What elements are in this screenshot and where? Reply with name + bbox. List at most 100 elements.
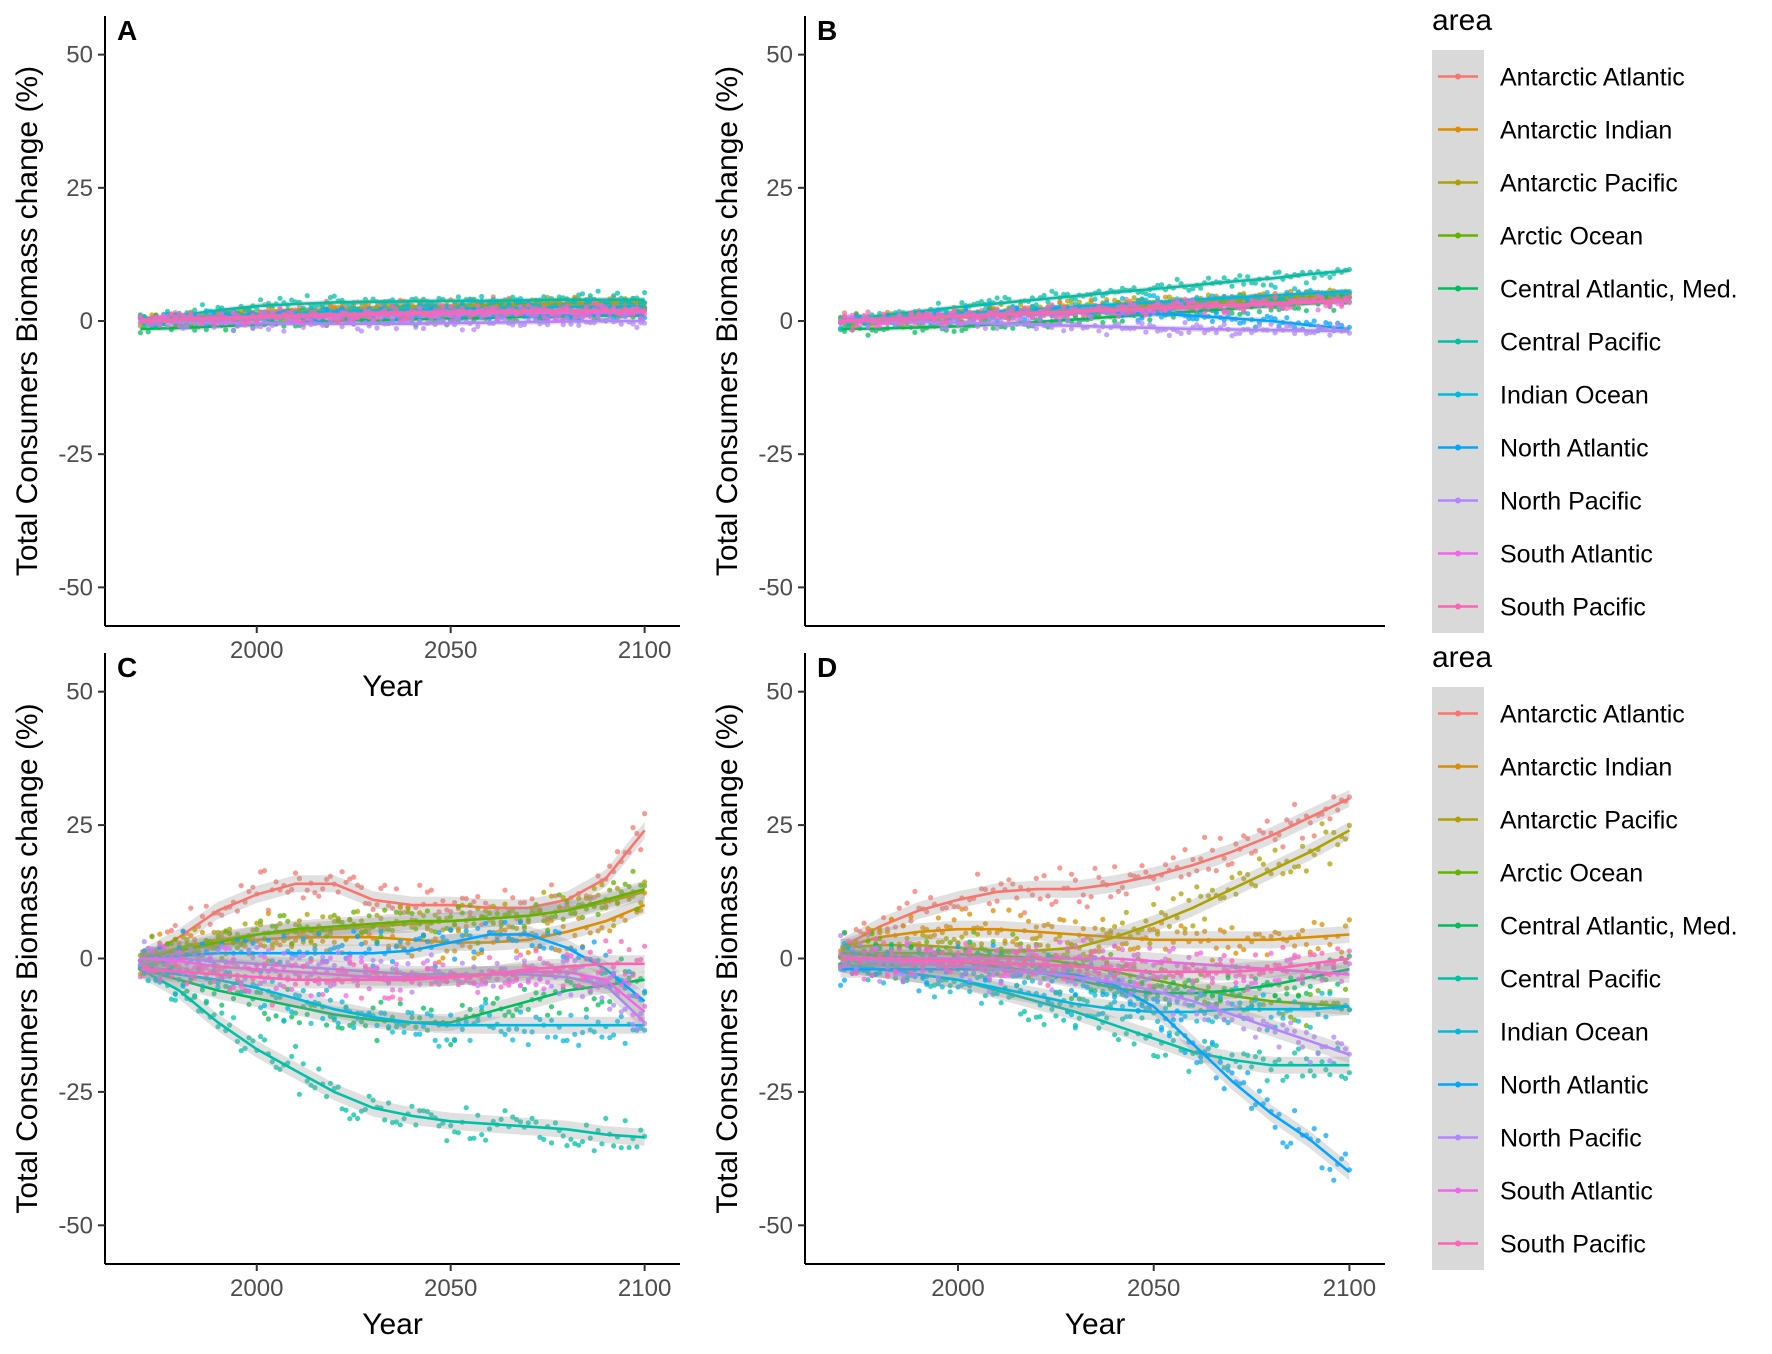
data-point: [192, 307, 198, 313]
data-point: [1170, 855, 1176, 861]
data-point: [642, 943, 648, 949]
data-point: [196, 313, 202, 319]
data-point: [517, 1009, 524, 1015]
data-point: [1299, 835, 1306, 841]
data-point: [1241, 281, 1247, 287]
data-point: [289, 963, 295, 969]
data-point: [861, 920, 867, 926]
data-point: [1131, 295, 1137, 301]
data-point: [184, 980, 190, 987]
data-point: [172, 997, 178, 1003]
data-point: [475, 323, 481, 329]
data-point: [378, 934, 384, 940]
data-point: [548, 1140, 555, 1146]
data-point: [265, 937, 271, 943]
data-point: [959, 906, 965, 912]
y-tick-label: -50: [758, 574, 793, 601]
data-point: [1119, 318, 1125, 324]
data-point: [1194, 884, 1200, 890]
data-point: [351, 314, 357, 320]
data-point: [261, 1037, 268, 1043]
data-point: [382, 882, 388, 889]
data-point: [912, 888, 918, 895]
data-point: [440, 304, 446, 310]
data-point: [498, 301, 504, 307]
data-point: [622, 313, 628, 320]
data-point: [642, 290, 648, 296]
data-point: [320, 1015, 326, 1022]
data-point: [494, 315, 500, 321]
data-point: [1233, 950, 1239, 956]
data-point: [865, 332, 871, 338]
data-point: [1092, 865, 1098, 871]
data-point: [1292, 286, 1298, 292]
data-point: [203, 903, 209, 909]
data-point: [1182, 847, 1188, 853]
series-south-pacific: [137, 300, 648, 326]
y-axis-title: Total Consumers Biomass change (%): [11, 703, 44, 1213]
data-point: [1155, 295, 1161, 301]
data-point: [289, 1009, 295, 1015]
data-point: [1057, 865, 1063, 871]
data-point: [420, 1005, 427, 1011]
data-point: [568, 321, 574, 327]
y-tick-label: 25: [766, 812, 793, 839]
data-point: [1006, 907, 1012, 913]
data-point: [576, 322, 582, 328]
data-point: [444, 1138, 450, 1144]
data-point: [428, 887, 434, 893]
data-point: [401, 317, 407, 323]
data-point: [1076, 299, 1082, 305]
data-point: [525, 950, 531, 956]
data-point: [1205, 275, 1212, 281]
data-point: [595, 288, 601, 294]
data-point: [1143, 312, 1149, 318]
data-point: [223, 945, 229, 952]
data-point: [351, 909, 357, 915]
data-point: [207, 308, 213, 314]
data-point: [370, 296, 376, 302]
data-point: [289, 317, 295, 323]
data-point: [343, 1107, 349, 1113]
data-point: [308, 958, 314, 965]
data-point: [261, 868, 268, 874]
data-point: [471, 1135, 477, 1141]
data-point: [238, 883, 244, 889]
smooth-line: [140, 298, 645, 323]
data-point: [1045, 299, 1051, 305]
data-point: [634, 324, 640, 330]
y-tick-label: 0: [80, 308, 93, 335]
data-point: [452, 316, 458, 322]
data-point: [351, 928, 357, 934]
data-point: [258, 297, 264, 303]
data-point: [1327, 861, 1333, 867]
data-point: [168, 320, 174, 326]
data-point: [289, 1053, 295, 1059]
data-point: [389, 1029, 396, 1035]
data-point: [467, 1037, 473, 1043]
data-point: [1143, 297, 1149, 303]
data-point: [432, 1037, 438, 1043]
data-point: [273, 1013, 279, 1019]
x-tick-label: 2050: [1127, 1275, 1180, 1302]
data-point: [1151, 901, 1157, 908]
data-point: [281, 328, 287, 334]
data-point: [304, 293, 310, 299]
data-point: [1221, 275, 1227, 281]
data-point: [265, 947, 271, 953]
data-point: [347, 1116, 353, 1122]
data-point: [440, 962, 446, 968]
data-point: [324, 1022, 330, 1028]
panel-label: D: [817, 652, 837, 683]
data-point: [471, 949, 477, 955]
data-point: [1147, 940, 1153, 947]
data-point: [1112, 318, 1118, 324]
data-point: [261, 1002, 268, 1009]
data-point: [436, 316, 442, 322]
data-point: [192, 926, 198, 933]
data-point: [576, 1042, 582, 1048]
data-point: [517, 919, 524, 926]
data-point: [618, 938, 624, 945]
data-point: [1205, 292, 1212, 298]
x-tick-label: 2000: [230, 1275, 283, 1302]
